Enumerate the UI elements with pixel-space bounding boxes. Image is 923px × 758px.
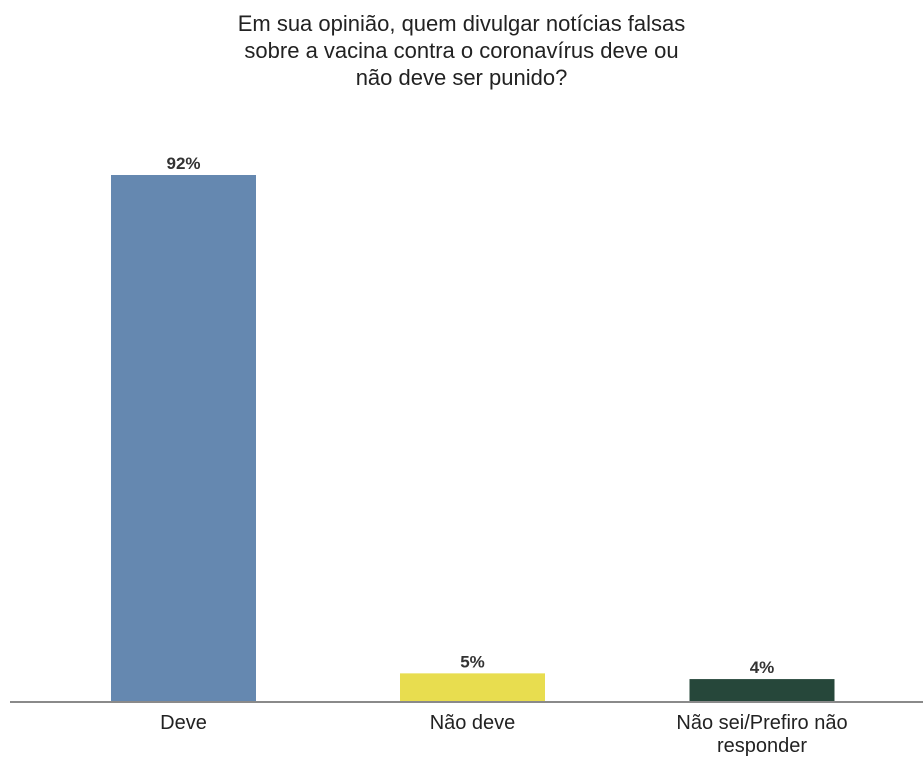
x-tick-label-2: Não deve [430,712,516,734]
chart-title: Em sua opinião, quem divulgar notícias f… [237,11,686,90]
bar-2 [400,673,545,702]
bar-1 [111,175,256,702]
x-tick-labels-group: Deve Não deve Não sei/Prefiro não responder [160,712,847,757]
x-tick-label-1: Deve [160,712,207,734]
x-tick-label-3: Não sei/Prefiro não responder [676,712,847,757]
bar-3 [689,679,835,702]
data-label-1: 92% [166,154,200,173]
data-labels-group: 92% 5% 4% [166,154,774,677]
bars-group [111,175,835,702]
data-label-3: 4% [750,658,775,677]
data-label-2: 5% [460,652,485,671]
